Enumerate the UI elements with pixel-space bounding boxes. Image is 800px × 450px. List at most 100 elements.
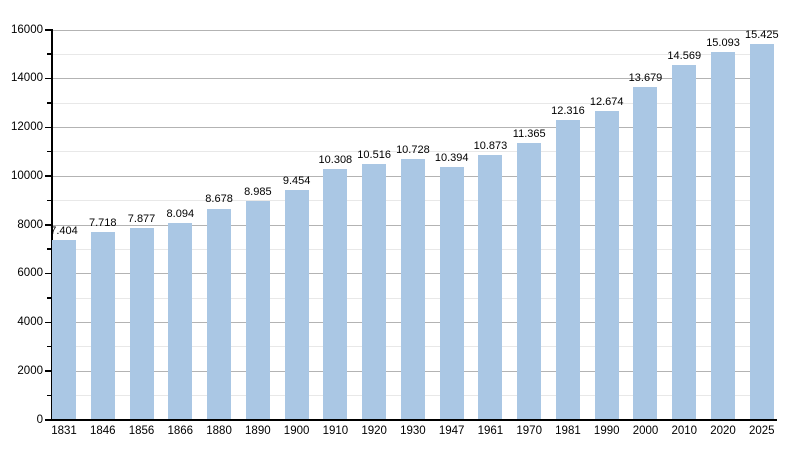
bar [90, 231, 115, 420]
x-axis-label: 1900 [283, 425, 310, 437]
y-axis-label: 0 [36, 413, 43, 426]
bar-value-label: 12.674 [589, 96, 624, 109]
bar-value-label: 10.516 [357, 148, 391, 161]
x-axis-label: 1930 [400, 425, 426, 437]
y-axis-tick [47, 102, 52, 104]
y-axis-label: 6000 [17, 267, 43, 280]
y-axis-tick [45, 126, 52, 128]
y-axis-line [51, 29, 53, 421]
y-axis-label: 4000 [17, 316, 43, 328]
bar [594, 111, 619, 420]
bar-group: 11.365 1970 [513, 30, 546, 437]
x-axis-label: 2020 [710, 425, 736, 437]
major-gridline [52, 29, 774, 31]
bar [245, 201, 270, 420]
y-axis-label: 14000 [11, 72, 43, 85]
y-axis-tick [45, 224, 52, 226]
bar-group: 7.877 1856 [127, 30, 156, 437]
bar [52, 239, 76, 420]
y-axis-tick [47, 297, 52, 299]
bar-value-label: 10.308 [318, 153, 353, 166]
x-axis-label: 1970 [516, 425, 542, 437]
bar-group: 8.094 1866 [167, 30, 195, 437]
bar-group: 7.718 1846 [89, 30, 117, 437]
x-axis-label: 1890 [245, 425, 271, 437]
bar-value-label: 15.425 [744, 29, 779, 42]
y-axis-tick [47, 248, 52, 250]
x-axis-label: 2010 [671, 425, 698, 437]
y-axis-tick [45, 77, 52, 80]
bar [749, 44, 774, 420]
bar-group: 10.728 1930 [396, 30, 430, 437]
x-axis-label: 2025 [748, 425, 775, 437]
bar-group: 10.308 1910 [319, 30, 353, 437]
bar-value-label: 13.679 [628, 71, 663, 84]
bar-group: 10.394 1947 [435, 30, 469, 437]
y-axis-tick [45, 419, 52, 421]
bar-group: 14.569 2010 [667, 30, 701, 437]
bar-value-label: 10.873 [473, 139, 508, 152]
bar [478, 155, 503, 420]
bar-value-label: 12.316 [551, 104, 585, 117]
x-axis-label: 1831 [51, 425, 77, 437]
bar-value-label: 11.365 [512, 127, 546, 140]
bar [207, 208, 232, 420]
y-axis-label: 2000 [17, 364, 43, 377]
bar [517, 143, 542, 420]
minor-gridline [52, 151, 774, 153]
y-axis-tick [45, 29, 52, 31]
bar-group: 13.679 2000 [629, 30, 663, 437]
x-axis-label: 1910 [322, 425, 349, 437]
bar-value-label: 7.718 [89, 216, 117, 229]
minor-gridline [52, 53, 774, 55]
bar-group: 7.404 1831 [50, 30, 78, 437]
bar-value-label: 7.404 [50, 224, 78, 237]
x-axis-label: 1856 [128, 425, 155, 437]
bar-value-label: 8.678 [205, 193, 233, 206]
bar [284, 189, 309, 420]
x-axis-label: 1947 [438, 425, 465, 437]
bar-value-label: 14.569 [667, 49, 702, 62]
major-gridline [52, 78, 774, 80]
y-axis-tick [47, 345, 52, 348]
x-axis-label: 1880 [206, 425, 232, 437]
bar-group: 9.454 1900 [282, 30, 311, 437]
bar-value-label: 10.394 [434, 151, 469, 164]
bar-value-label: 9.454 [282, 174, 311, 187]
x-axis-label: 1990 [593, 425, 620, 437]
minor-gridline [52, 102, 774, 104]
bar [323, 168, 348, 420]
x-axis-label: 1981 [555, 425, 581, 437]
y-axis-label: 12000 [11, 121, 43, 133]
bar-value-label: 8.985 [244, 186, 272, 198]
bar [129, 228, 154, 420]
y-axis-tick [47, 53, 52, 55]
bar [400, 158, 425, 420]
bar-group: 12.316 1981 [551, 30, 585, 437]
y-axis-label: 16000 [11, 23, 43, 36]
y-axis-tick [45, 175, 52, 177]
x-axis-label: 1866 [167, 425, 194, 437]
bar-group: 12.674 1990 [590, 30, 624, 437]
x-axis-label: 1920 [361, 425, 387, 437]
bar [439, 166, 464, 420]
bar [168, 222, 193, 420]
y-axis-label: 8000 [17, 218, 43, 231]
y-axis-tick [45, 321, 52, 323]
bar-group: 15.093 2020 [706, 30, 740, 437]
bar-value-label: 7.877 [127, 213, 156, 225]
y-axis-labels: 0 2000 4000 6000 8000 10000 12000 14000 16000 [0, 24, 43, 426]
bar-group: 10.873 1961 [474, 30, 508, 437]
bar-group: 8.985 1890 [244, 30, 272, 437]
x-axis-label: 1846 [89, 425, 116, 437]
x-axis-line [50, 419, 777, 421]
bar-group: 8.678 1880 [205, 30, 233, 437]
bar [672, 64, 697, 420]
bar [362, 163, 387, 420]
bar [633, 86, 658, 420]
bar [711, 52, 736, 420]
bars-layer: 7.404 1831 7.718 1846 7.877 1856 8.094 1866 8.67… [50, 29, 779, 437]
y-axis-tick [47, 394, 52, 397]
bar-group: 15.425 2025 [745, 29, 779, 437]
